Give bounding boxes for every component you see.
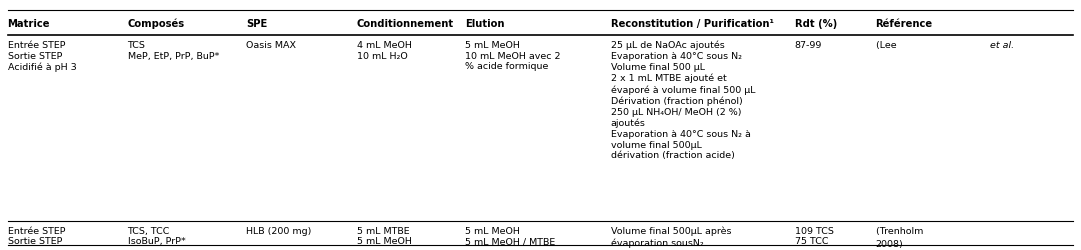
Text: Composés: Composés	[128, 18, 185, 29]
Text: 109 TCS
75 TCC: 109 TCS 75 TCC	[795, 226, 833, 246]
Text: TCS
MeP, EtP, PrP, BuP*: TCS MeP, EtP, PrP, BuP*	[128, 41, 219, 60]
Text: Reconstitution / Purification¹: Reconstitution / Purification¹	[611, 19, 774, 29]
Text: Rdt (%): Rdt (%)	[795, 19, 837, 29]
Text: Conditionnement: Conditionnement	[357, 19, 454, 29]
Text: Volume final 500μL après
évaporation sousN₂: Volume final 500μL après évaporation sou…	[611, 226, 731, 246]
Text: Référence: Référence	[876, 19, 933, 29]
Text: 5 mL MeOH
10 mL MeOH avec 2
% acide formique: 5 mL MeOH 10 mL MeOH avec 2 % acide form…	[465, 41, 560, 71]
Text: (Trenholm: (Trenholm	[876, 226, 926, 235]
Text: Matrice: Matrice	[8, 19, 50, 29]
Text: Entrée STEP
Sortie STEP: Entrée STEP Sortie STEP	[8, 226, 65, 246]
Text: SPE: SPE	[246, 19, 268, 29]
Text: 25 μL de NaOAc ajoutés
Evaporation à 40°C sous N₂
Volume final 500 μL
2 x 1 mL M: 25 μL de NaOAc ajoutés Evaporation à 40°…	[611, 41, 756, 160]
Text: Entrée STEP
Sortie STEP
Acidifié à pH 3: Entrée STEP Sortie STEP Acidifié à pH 3	[8, 41, 77, 72]
Text: et al.: et al.	[990, 41, 1014, 50]
Text: Elution: Elution	[465, 19, 505, 29]
Text: TCS, TCC
IsoBuP, PrP*: TCS, TCC IsoBuP, PrP*	[128, 226, 185, 246]
Text: 87-99: 87-99	[795, 41, 822, 50]
Text: 5 mL MTBE
5 mL MeOH: 5 mL MTBE 5 mL MeOH	[357, 226, 412, 246]
Text: HLB (200 mg): HLB (200 mg)	[246, 226, 311, 235]
Text: 5 mL MeOH
5 mL MeOH / MTBE: 5 mL MeOH 5 mL MeOH / MTBE	[465, 226, 555, 246]
Text: (Lee: (Lee	[876, 41, 899, 50]
Text: 2008): 2008)	[876, 239, 904, 248]
Text: 4 mL MeOH
10 mL H₂O: 4 mL MeOH 10 mL H₂O	[357, 41, 412, 60]
Text: Oasis MAX: Oasis MAX	[246, 41, 296, 50]
